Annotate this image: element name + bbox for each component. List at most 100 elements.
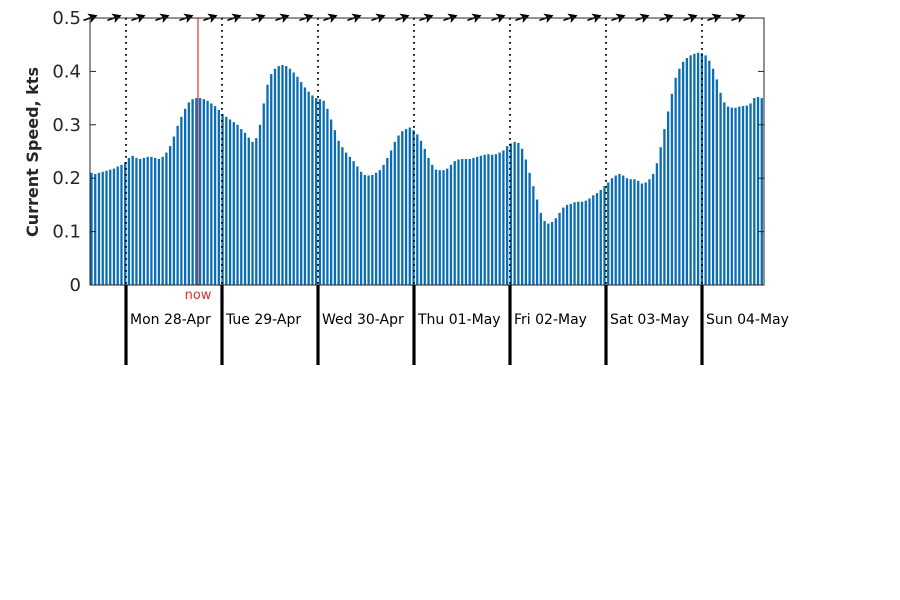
speed-bar: [210, 103, 213, 285]
speed-bar: [251, 141, 254, 285]
y-tick-label: 0.3: [52, 115, 81, 136]
speed-bar: [618, 173, 621, 285]
speed-bar: [195, 98, 198, 285]
speed-bar: [322, 100, 325, 286]
speed-bar: [734, 107, 737, 286]
speed-bar: [142, 157, 146, 285]
speed-bar: [520, 148, 524, 285]
speed-bar: [135, 157, 138, 285]
speed-bar: [168, 146, 172, 285]
speed-bar: [487, 154, 490, 285]
speed-bar: [438, 170, 441, 285]
speed-bar: [389, 150, 393, 285]
speed-bar: [670, 93, 674, 285]
speed-bar: [528, 172, 531, 285]
speed-bar: [150, 156, 153, 285]
speed-bar: [94, 173, 97, 285]
speed-bar: [491, 154, 494, 285]
speed-bar: [640, 183, 644, 285]
speed-bar: [232, 122, 235, 285]
speed-bar: [644, 182, 647, 285]
speed-bar: [419, 140, 423, 285]
speed-bar: [213, 106, 217, 285]
y-axis-label: Current Speed, kts: [23, 67, 42, 237]
bar-series: [90, 52, 763, 286]
speed-bar: [431, 164, 434, 285]
speed-bar: [464, 158, 468, 285]
y-tick-label: 0.1: [52, 222, 81, 243]
speed-bar: [535, 199, 539, 285]
speed-bar: [453, 161, 456, 285]
speed-bar: [172, 136, 176, 285]
speed-bar: [371, 175, 374, 285]
speed-bar: [131, 155, 134, 285]
speed-bar: [715, 79, 718, 285]
speed-bar: [595, 193, 599, 285]
speed-bar: [228, 119, 232, 286]
speed-bar: [461, 158, 464, 285]
day-label: Fri 02-May: [514, 312, 587, 328]
speed-bar: [505, 146, 509, 285]
speed-bar: [696, 52, 700, 286]
day-tick-labels: Mon 28-Apr Tue 29-Apr Wed 30-Apr Thu 01-May…: [130, 312, 789, 328]
speed-bar: [532, 186, 535, 285]
speed-bar: [255, 138, 258, 285]
speed-bar: [648, 179, 651, 285]
speed-bar: [157, 158, 161, 285]
speed-bar: [760, 98, 763, 285]
speed-bar: [154, 157, 157, 285]
speed-bar: [569, 203, 572, 285]
speed-bar: [663, 129, 666, 285]
speed-bar: [723, 102, 726, 286]
speed-bar: [311, 95, 314, 286]
speed-bar: [666, 111, 670, 285]
day-label: Thu 01-May: [417, 312, 501, 328]
speed-bar: [318, 99, 322, 285]
speed-bar: [101, 171, 104, 285]
speed-bar: [300, 82, 303, 285]
speed-bar: [266, 84, 269, 285]
speed-bar: [307, 91, 310, 285]
speed-bar: [539, 212, 542, 285]
speed-bar: [573, 202, 576, 285]
y-axis-ticks: 0 0.1 0.2 0.3 0.4 0.5: [52, 8, 764, 296]
speed-bar: [588, 198, 591, 285]
speed-bar: [333, 130, 337, 285]
speed-bar: [558, 212, 561, 285]
speed-bar: [337, 140, 340, 285]
speed-bar: [577, 201, 580, 285]
speed-bar: [408, 127, 411, 285]
y-tick-label: 0.5: [52, 8, 81, 29]
speed-bar: [90, 172, 93, 285]
speed-bar: [599, 189, 602, 285]
speed-bar: [412, 130, 415, 285]
speed-bar: [659, 147, 662, 285]
speed-bar: [217, 109, 220, 285]
speed-bar: [756, 97, 760, 285]
day-label: Sun 04-May: [706, 312, 789, 328]
speed-bar: [693, 53, 696, 285]
day-label: Sat 03-May: [610, 312, 689, 328]
speed-bar: [416, 134, 419, 285]
speed-bar: [652, 173, 655, 285]
speed-bar: [161, 156, 164, 285]
speed-bar: [580, 201, 584, 285]
speed-bar: [517, 142, 520, 285]
now-marker-group: now: [185, 18, 212, 303]
speed-bar: [109, 169, 112, 285]
speed-bar: [341, 147, 344, 285]
speed-bar: [423, 148, 426, 285]
speed-bar: [565, 204, 569, 285]
speed-bar: [543, 220, 546, 285]
speed-bar: [446, 168, 449, 285]
speed-bar: [285, 66, 288, 285]
speed-bar: [404, 129, 408, 285]
speed-bar: [483, 154, 486, 285]
speed-bar: [434, 169, 438, 285]
speed-bar: [176, 125, 179, 286]
speed-bar: [554, 218, 557, 285]
speed-bar: [513, 141, 516, 285]
day-label: Mon 28-Apr: [130, 312, 211, 328]
y-tick-label: 0.4: [52, 61, 81, 82]
speed-bar: [127, 157, 131, 285]
